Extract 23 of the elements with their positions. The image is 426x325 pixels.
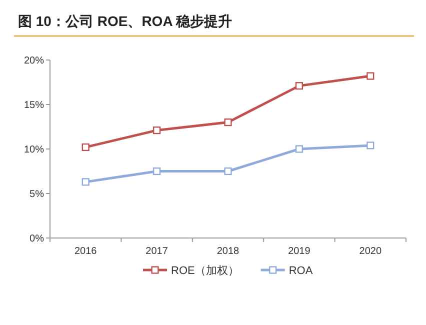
legend-label: ROE（加权） <box>171 264 239 277</box>
x-tick-label: 2020 <box>359 246 382 257</box>
point <box>82 143 90 152</box>
point <box>295 82 303 90</box>
y-tick-label: 5% <box>30 189 44 200</box>
x-tick-label: 2017 <box>146 246 168 257</box>
point <box>224 118 232 126</box>
legend-label: ROA <box>288 265 314 277</box>
y-tick-label: 10% <box>24 144 44 156</box>
point <box>82 178 90 186</box>
x-tick-label: 2016 <box>74 246 98 257</box>
x-tick-label: 2019 <box>288 246 311 257</box>
point <box>224 167 232 176</box>
y-tick-label: 15% <box>24 100 44 111</box>
x-tick-label: 2018 <box>216 246 240 257</box>
point <box>153 167 161 176</box>
title: 图 10：公司 ROE、ROA 稳步提升 <box>18 13 232 29</box>
point <box>153 126 161 134</box>
point <box>366 142 374 150</box>
point <box>366 72 374 80</box>
point <box>295 145 303 153</box>
y-tick-label: 0% <box>30 234 44 244</box>
y-tick-label: 20% <box>24 56 44 66</box>
